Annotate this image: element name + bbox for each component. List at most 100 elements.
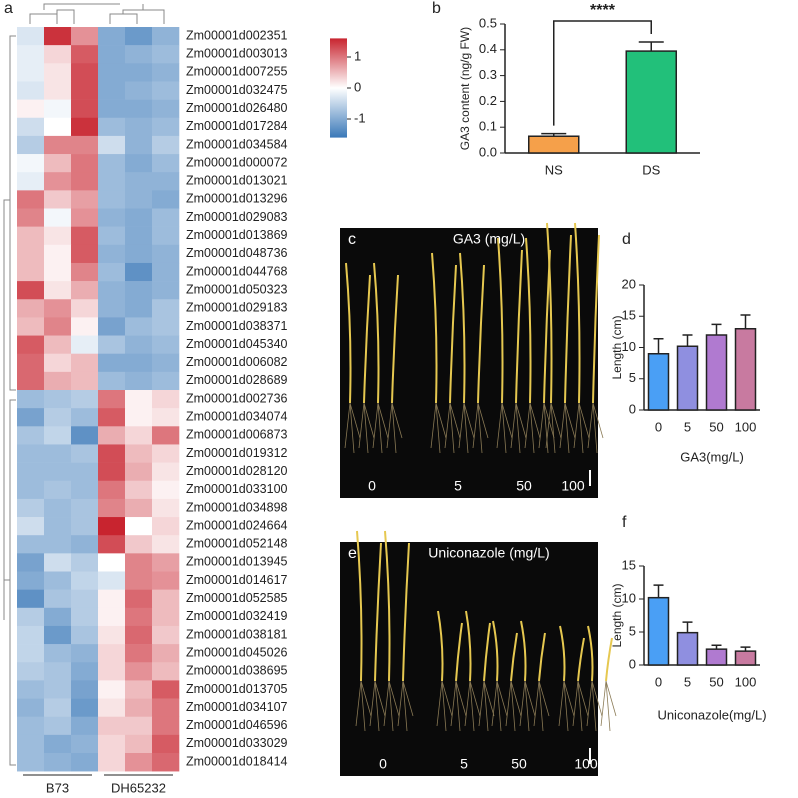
error-bar <box>711 644 722 650</box>
x-tick-label: 0 <box>655 419 662 434</box>
heat-cell <box>71 27 99 46</box>
heat-cell <box>125 444 153 463</box>
heat-cell <box>44 135 72 155</box>
seedling <box>515 249 523 404</box>
heat-cell <box>98 680 126 699</box>
gene-label: Zm00001d013296 <box>186 192 288 206</box>
heat-cell <box>125 172 153 191</box>
heat-cell <box>71 553 99 572</box>
colorbar <box>330 38 347 138</box>
heat-cell <box>125 408 153 427</box>
seedling <box>574 222 581 404</box>
root <box>496 402 513 454</box>
photo-dose-label: 0 <box>379 756 387 772</box>
seedling <box>587 625 594 682</box>
gene-label: Zm00001d038695 <box>186 664 288 678</box>
gene-label: Zm00001d013705 <box>186 682 288 696</box>
heat-cell <box>44 317 72 336</box>
y-tick-label: 0 <box>629 401 636 416</box>
heat-cell <box>17 408 45 427</box>
gene-label: Zm00001d006082 <box>186 355 288 369</box>
root <box>558 680 575 732</box>
heat-cell <box>98 27 126 46</box>
bar <box>705 334 728 411</box>
heat-cell <box>152 607 180 627</box>
x-tick-label: 100 <box>735 419 757 434</box>
panel-label: b <box>432 0 441 17</box>
heat-cell <box>44 462 72 482</box>
heat-cell <box>125 99 153 119</box>
heat-cell <box>152 644 180 663</box>
group-label: DH65232 <box>111 780 166 795</box>
heat-cell <box>98 208 126 227</box>
heat-cell <box>17 571 45 590</box>
photo-dose-label: 50 <box>511 756 527 772</box>
heat-cell <box>125 498 153 518</box>
heat-cell <box>44 625 72 645</box>
heat-cell <box>125 226 153 246</box>
heat-cell <box>44 27 72 46</box>
y-tick-label: 20 <box>622 276 636 291</box>
y-tick-label: 0.4 <box>479 41 497 56</box>
heat-cell <box>17 63 45 82</box>
heat-cell <box>152 753 180 772</box>
gene-label: Zm00001d017284 <box>186 119 288 133</box>
heat-cell <box>125 535 153 554</box>
heat-cell <box>125 517 153 536</box>
root <box>519 680 536 732</box>
heat-cell <box>71 571 99 590</box>
photo-title: Uniconazole (mg/L) <box>428 545 549 561</box>
panel-label: f <box>622 514 627 531</box>
heat-cell <box>98 244 126 264</box>
heat-cell <box>71 753 99 772</box>
heat-cell <box>98 154 126 173</box>
heat-cell <box>98 734 126 754</box>
heat-cell <box>98 281 126 300</box>
heat-cell <box>125 335 153 354</box>
heat-cell <box>152 734 180 754</box>
root <box>430 402 447 454</box>
heat-cell <box>71 734 99 754</box>
gene-label: Zm00001d003013 <box>186 47 288 61</box>
heat-cell <box>125 244 153 264</box>
root <box>573 402 590 454</box>
heat-cell <box>152 299 180 318</box>
heat-cell <box>125 644 153 663</box>
heat-cell <box>98 444 126 463</box>
root <box>372 402 389 454</box>
heat-cell <box>17 662 45 681</box>
heat-cell <box>125 589 153 609</box>
root <box>524 402 541 454</box>
heat-cell <box>44 299 72 318</box>
root <box>533 680 550 732</box>
heat-cell <box>44 172 72 191</box>
bar <box>734 328 757 411</box>
heat-cell <box>71 299 99 318</box>
heat-cell <box>71 317 99 336</box>
heat-cell <box>17 353 45 373</box>
heat-cell <box>71 262 99 282</box>
heat-cell <box>98 480 126 500</box>
heat-cell <box>17 553 45 572</box>
seedling <box>564 234 572 404</box>
gene-label: Zm00001d026480 <box>186 101 288 115</box>
significance-label: **** <box>590 2 616 19</box>
heat-cell <box>125 698 153 717</box>
heat-cell <box>152 81 180 100</box>
y-tick-label: 0.3 <box>479 67 497 82</box>
gene-label: Zm00001d033029 <box>186 736 288 750</box>
seedling <box>577 637 585 682</box>
heat-cell <box>98 625 126 645</box>
heat-cell <box>152 262 180 282</box>
root <box>600 680 617 732</box>
gene-label: Zm00001d013869 <box>186 228 288 242</box>
heat-cell <box>98 517 126 536</box>
heat-cell <box>44 553 72 572</box>
heat-cell <box>98 426 126 445</box>
heat-cell <box>125 45 153 64</box>
heat-cell <box>44 716 72 736</box>
heat-cell <box>125 553 153 572</box>
heat-cell <box>152 625 180 645</box>
heat-cell <box>71 462 99 482</box>
